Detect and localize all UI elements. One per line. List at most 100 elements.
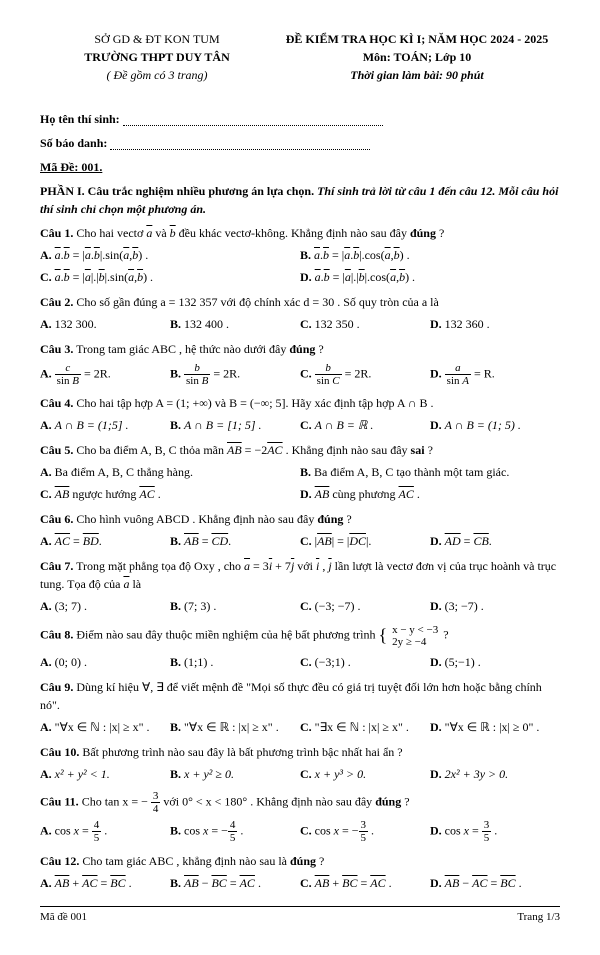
q9-C: C. "∃x ∈ ℕ : |x| ≥ x" . — [300, 716, 430, 738]
q12-C: C. AB + BC = AC . — [300, 872, 430, 894]
q1-C: C. a.b = |a|.|b|.sin(a,b) . — [40, 266, 300, 288]
q9-num: Câu 9. — [40, 680, 73, 694]
q5-C: C. AB ngược hướng AC . — [40, 483, 300, 505]
q3-B: B. bsin B = 2R. — [170, 360, 300, 389]
q9-A: A. "∀x ∈ ℕ : |x| ≥ x" . — [40, 716, 170, 738]
school: TRƯỜNG THPT DUY TÂN — [40, 48, 274, 66]
q2-A-t: 132 300. — [55, 317, 97, 331]
left-header: SỞ GD & ĐT KON TUM TRƯỜNG THPT DUY TÂN (… — [40, 30, 274, 84]
q1-t2: và — [155, 226, 169, 240]
q4-D: D. A ∩ B = (1; 5) . — [430, 414, 560, 436]
q9-B-t: "∀x ∈ ℝ : |x| ≥ x" . — [184, 720, 279, 734]
q3-t2: đúng — [289, 342, 315, 356]
code-label: Mã Đề: 001. — [40, 160, 102, 174]
q10-B: B. x + y² ≥ 0. — [170, 763, 300, 785]
q9-C-t: "∃x ∈ ℕ : |x| ≥ x" . — [315, 720, 409, 734]
time: Thời gian làm bài: 90 phút — [274, 66, 560, 84]
q6-num: Câu 6. — [40, 512, 73, 526]
q1-num: Câu 1. — [40, 226, 73, 240]
q7-B-t: (7; 3) . — [184, 599, 216, 613]
q8-sys1: x − y < −3 — [390, 624, 440, 636]
q5-num: Câu 5. — [40, 443, 73, 457]
name-label: Họ tên thí sinh: — [40, 112, 120, 126]
q4-A: A. A ∩ B = (1;5] . — [40, 414, 170, 436]
q8-stem: Câu 8. Điểm nào sau đây thuộc miền nghiệ… — [40, 622, 560, 649]
q11-B: B. cos x = −45 . — [170, 817, 300, 846]
vec-b: b — [170, 226, 176, 240]
q10-num: Câu 10. — [40, 745, 79, 759]
q9-text: Dùng kí hiệu ∀, ∃ để viết mệnh đề "Mọi s… — [40, 680, 542, 712]
q8-t1: Điểm nào sau đây thuộc miền nghiệm của h… — [76, 627, 378, 641]
q10-D: D. 2x² + 3y > 0. — [430, 763, 560, 785]
q7-A-t: (3; 7) . — [55, 599, 87, 613]
q10-options: A. x² + y² < 1. B. x + y² ≥ 0. C. x + y³… — [40, 763, 560, 785]
q4-C: C. A ∩ B = ℝ . — [300, 414, 430, 436]
id-label: Số báo danh: — [40, 136, 107, 150]
q10-B-t: x + y² ≥ 0. — [184, 767, 234, 781]
q11-C: C. cos x = −35 . — [300, 817, 430, 846]
vec-AB: AB — [227, 443, 242, 457]
part1-title: PHẦN I. Câu trắc nghiệm nhiều phương án … — [40, 184, 314, 198]
q6-t3: ? — [346, 512, 351, 526]
q6-A: A. AC = BD. — [40, 530, 170, 552]
q7-D: D. (3; −7) . — [430, 595, 560, 617]
q7-num: Câu 7. — [40, 559, 73, 573]
q8-options: A. (0; 0) . B. (1;1) . C. (−3;1) . D. (5… — [40, 651, 560, 673]
q11-t3: đúng — [375, 795, 401, 809]
q3-stem: Câu 3. Trong tam giác ABC , hệ thức nào … — [40, 340, 560, 358]
q12-t2: đúng — [290, 854, 316, 868]
q10-stem: Câu 10. Bất phương trình nào sau đây là … — [40, 743, 560, 761]
q7-t4: là — [132, 577, 141, 591]
q8-t2: ? — [443, 627, 448, 641]
q7-t1: Trong mặt phẳng tọa độ Oxy , cho — [76, 559, 244, 573]
q11-t1: Cho tan x = − — [82, 795, 148, 809]
q6-B: B. AB = CD. — [170, 530, 300, 552]
q3-A: A. csin B = 2R. — [40, 360, 170, 389]
q7-C: C. (−3; −7) . — [300, 595, 430, 617]
q8-A: A. (0; 0) . — [40, 651, 170, 673]
q7-D-t: (3; −7) . — [445, 599, 484, 613]
q1-t4: đúng — [410, 226, 436, 240]
q4-D-t: A ∩ B = (1; 5) . — [445, 418, 521, 432]
q3-C: C. bsin C = 2R. — [300, 360, 430, 389]
q12-B: B. AB − BC = AC . — [170, 872, 300, 894]
q2-D: D. 132 360 . — [430, 313, 560, 335]
q11-t4: ? — [404, 795, 409, 809]
q5-B: B. Ba điểm A, B, C tạo thành một tam giá… — [300, 461, 560, 483]
q12-options: A. AB + AC = BC . B. AB − BC = AC . C. A… — [40, 872, 560, 894]
q6-stem: Câu 6. Cho hình vuông ABCD . Khẳng định … — [40, 510, 560, 528]
q9-D: D. "∀x ∈ ℝ : |x| ≥ 0" . — [430, 716, 560, 738]
q2-num: Câu 2. — [40, 295, 73, 309]
q10-A: A. x² + y² < 1. — [40, 763, 170, 785]
q1-t3: đều khác vectơ-không. Khẳng định nào sau… — [179, 226, 410, 240]
q3-t3: ? — [318, 342, 323, 356]
q12-t1: Cho tam giác ABC , khẳng định nào sau là — [82, 854, 290, 868]
q10-C: C. x + y³ > 0. — [300, 763, 430, 785]
q8-D-t: (5;−1) . — [445, 655, 481, 669]
q3-num: Câu 3. — [40, 342, 73, 356]
right-header: ĐỀ KIỂM TRA HỌC KÌ I; NĂM HỌC 2024 - 202… — [274, 30, 560, 84]
q10-D-t: 2x² + 3y > 0. — [445, 767, 508, 781]
q5-B-t: Ba điểm A, B, C tạo thành một tam giác. — [314, 465, 509, 479]
q3-D: D. asin A = R. — [430, 360, 560, 389]
q8-B: B. (1;1) . — [170, 651, 300, 673]
q4-stem: Câu 4. Cho hai tập hợp A = (1; +∞) và B … — [40, 394, 560, 412]
q5-t2: . Khẳng định nào sau đây — [286, 443, 411, 457]
q8-B-t: (1;1) . — [184, 655, 213, 669]
id-field — [110, 139, 370, 150]
q11-stem: Câu 11. Cho tan x = − 34 với 0° < x < 18… — [40, 790, 560, 815]
q11-options: A. cos x = 45 . B. cos x = −45 . C. cos … — [40, 817, 560, 846]
q1-options: A. a.b = |a.b|.sin(a,b) . B. a.b = |a.b|… — [40, 244, 560, 288]
dept: SỞ GD & ĐT KON TUM — [40, 30, 274, 48]
q2-D-t: 132 360 . — [445, 317, 490, 331]
q5-t4: ? — [428, 443, 433, 457]
vec-a: a — [146, 226, 152, 240]
q5-D: D. AB cùng phương AC . — [300, 483, 560, 505]
q1-t5: ? — [439, 226, 444, 240]
q2-stem: Câu 2. Cho số gần đúng a = 132 357 với đ… — [40, 293, 560, 311]
q4-text: Cho hai tập hợp A = (1; +∞) và B = (−∞; … — [76, 396, 433, 410]
q9-B: B. "∀x ∈ ℝ : |x| ≥ x" . — [170, 716, 300, 738]
q8-C-t: (−3;1) . — [315, 655, 351, 669]
q4-num: Câu 4. — [40, 396, 73, 410]
q12-D: D. AB − AC = BC . — [430, 872, 560, 894]
